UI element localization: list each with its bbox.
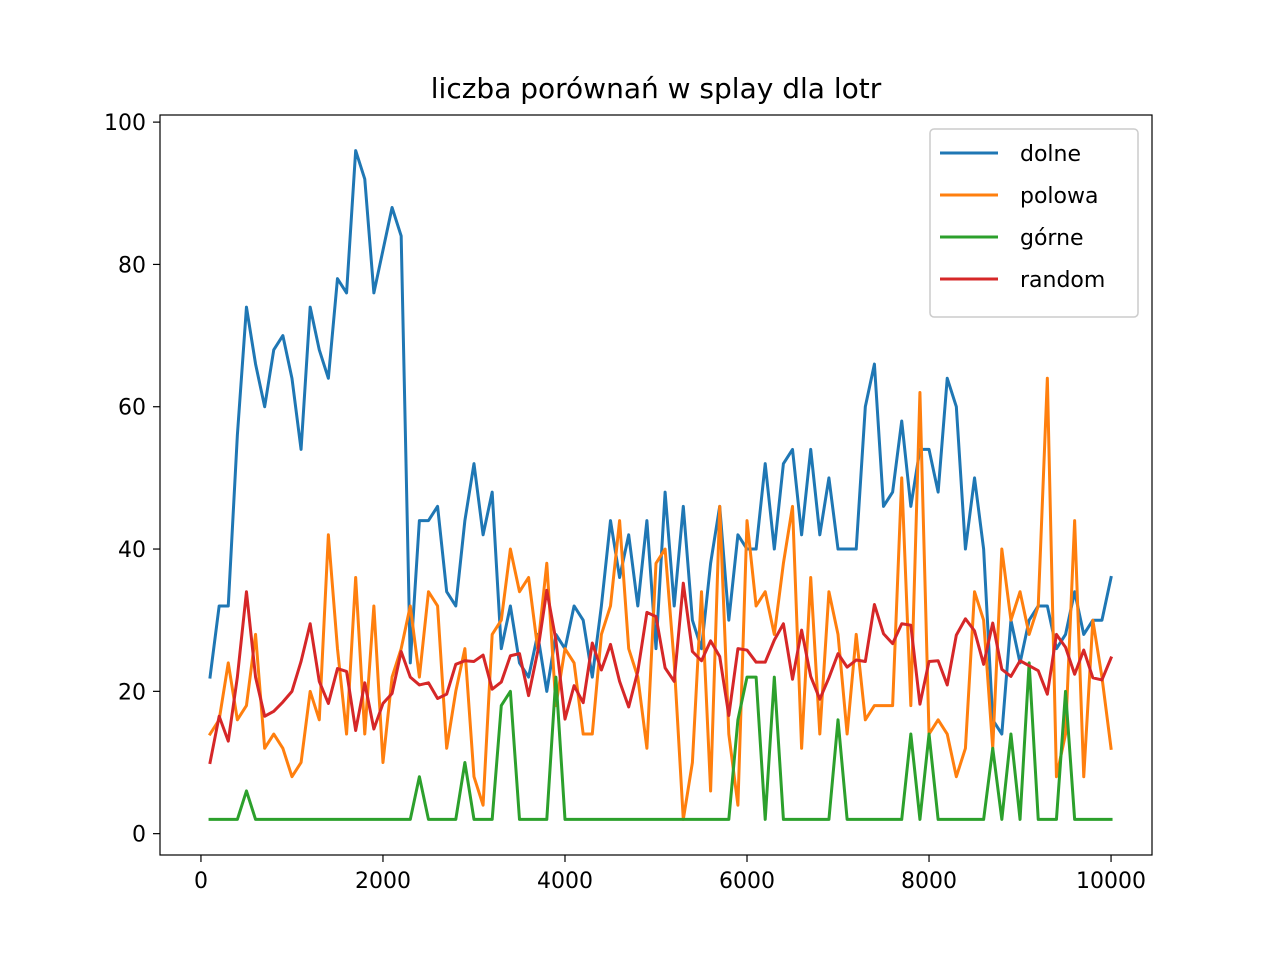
x-tick-label: 0 bbox=[194, 869, 208, 894]
y-tick-label: 80 bbox=[118, 253, 146, 278]
plot-frame bbox=[159, 114, 1153, 856]
legend-label-3: random bbox=[1020, 268, 1105, 293]
x-tick-label: 2000 bbox=[355, 869, 411, 894]
series-line-1 bbox=[207, 376, 1113, 821]
series-line-3 bbox=[208, 581, 1114, 765]
x-tick-label: 8000 bbox=[901, 869, 957, 894]
series-line-2 bbox=[208, 661, 1113, 821]
y-tick-label: 40 bbox=[118, 538, 146, 563]
x-tick-label: 10000 bbox=[1076, 869, 1146, 894]
axes: 0 2000 4000 6000 8000 10000 0 20 40 60 80 100 bbox=[104, 111, 1153, 894]
chart-title: liczba porównań w splay dla lotr bbox=[431, 72, 882, 105]
legend-box bbox=[929, 128, 1139, 318]
legend-label-1: polowa bbox=[1020, 184, 1098, 209]
x-tick-label: 4000 bbox=[537, 869, 593, 894]
y-tick-label: 20 bbox=[118, 680, 146, 705]
plot-area bbox=[207, 149, 1114, 821]
y-tick-label: 0 bbox=[132, 823, 146, 848]
y-tick-label: 100 bbox=[104, 111, 146, 136]
series-line-0 bbox=[208, 149, 1113, 736]
legend-label-0: dolne bbox=[1020, 142, 1081, 167]
y-tick-label: 60 bbox=[118, 396, 146, 421]
legend: dolne polowa górne random bbox=[929, 128, 1139, 318]
legend-label-2: górne bbox=[1020, 226, 1084, 251]
x-tick-label: 6000 bbox=[719, 869, 775, 894]
